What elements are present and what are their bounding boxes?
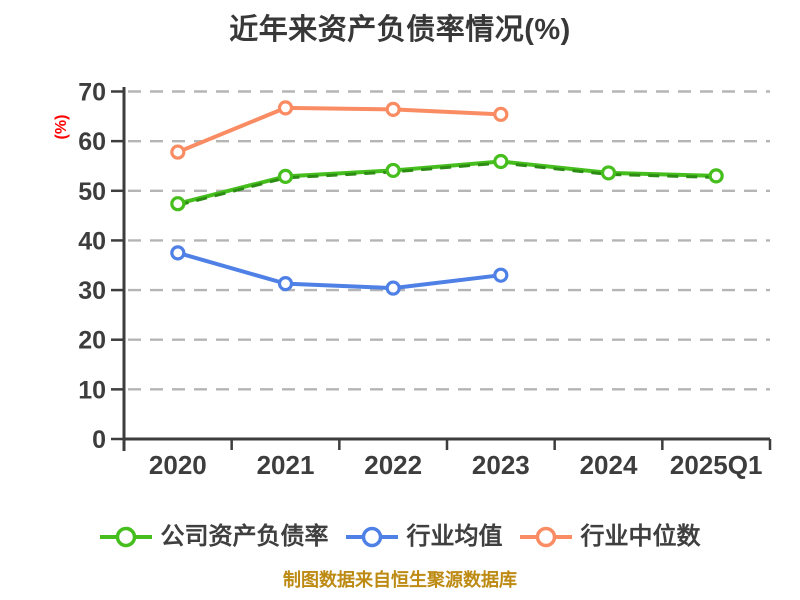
data-point [277, 276, 294, 292]
y-tick-label: 20 [78, 327, 106, 355]
legend-marker-company-icon [99, 526, 152, 548]
x-tick-label: 2020 [149, 450, 207, 480]
data-point [170, 144, 186, 160]
data-point [277, 168, 294, 184]
data-point [493, 267, 509, 283]
y-tick-label: 10 [78, 376, 106, 404]
legend-marker-industry-mean-icon [345, 526, 398, 548]
data-point [170, 196, 186, 212]
legend-item-industry-mean[interactable]: 行业均值 [345, 523, 503, 550]
data-point [708, 168, 724, 184]
series-line [175, 250, 503, 291]
data-point [493, 106, 509, 122]
legend-marker-industry-median-icon [519, 526, 572, 548]
x-tick-label: 2022 [364, 450, 422, 480]
series-line [175, 105, 503, 155]
y-tick-label: 70 [78, 79, 106, 107]
x-tick-label: 2025Q1 [670, 450, 763, 480]
legend-circle [535, 526, 556, 548]
legend: 公司资产负债率 行业均值 行业中位数 [0, 522, 800, 552]
y-tick-label: 40 [78, 227, 106, 255]
legend-label-industry-mean: 行业均值 [406, 523, 503, 550]
legend-item-industry-median[interactable]: 行业中位数 [519, 523, 701, 550]
data-point [493, 153, 509, 170]
data-source-caption: 制图数据来自恒生聚源数据库 [283, 570, 517, 590]
data-point [600, 165, 617, 181]
chart-title: 近年来资产负债率情况(%) [229, 14, 571, 46]
legend-label-company-ratio: 公司资产负债率 [160, 523, 329, 550]
data-point [385, 101, 401, 117]
data-point [385, 162, 401, 179]
data-point [170, 245, 186, 261]
x-tick-label: 2023 [472, 450, 530, 480]
y-tick-label: 0 [92, 426, 106, 454]
y-tick-label: 30 [78, 277, 106, 305]
legend-circle [115, 526, 136, 548]
x-tick-label: 2024 [580, 450, 638, 480]
legend-circle [361, 526, 382, 548]
x-tick-label: 2021 [257, 450, 315, 480]
y-tick-label: 50 [78, 178, 106, 206]
legend-item-company-ratio[interactable]: 公司资产负债率 [99, 523, 329, 550]
data-point [385, 280, 401, 296]
data-point [277, 100, 294, 116]
y-tick-label: 60 [78, 128, 106, 156]
legend-label-industry-median: 行业中位数 [580, 523, 701, 550]
series-line-dash-overlay [177, 161, 717, 207]
